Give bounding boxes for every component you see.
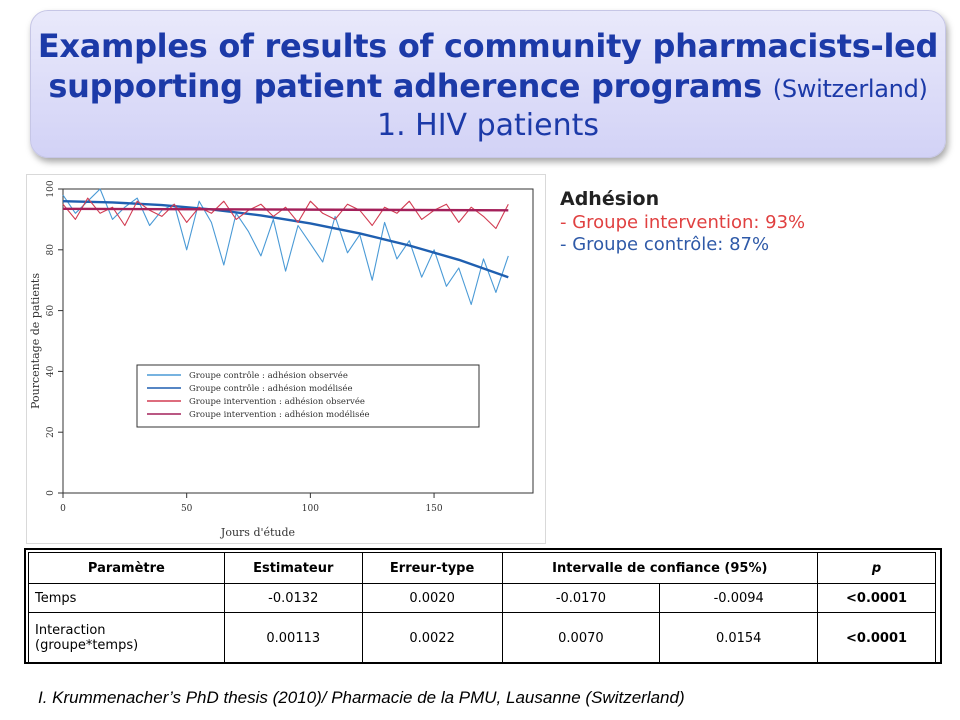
cell-estimateur: -0.0132 xyxy=(223,583,363,613)
y-axis-label: Pourcentage de patients xyxy=(29,273,42,409)
legend-box xyxy=(136,364,480,428)
series-line-1 xyxy=(62,200,509,279)
cell-param-line2: (groupe*temps) xyxy=(35,638,139,653)
y-tick-label: 0 xyxy=(46,490,56,496)
adherence-chart: 0 20 40 60 80 100 0 50 100 150 Jours d'étude Pource… xyxy=(26,174,546,544)
title-line-2-text: supporting patient adherence programs xyxy=(48,67,762,105)
cell-ci-high: 0.0154 xyxy=(659,612,819,664)
legend-label: Groupe intervention : adhésion modélisée xyxy=(189,409,370,420)
legend-label: Groupe contrôle : adhésion observée xyxy=(189,370,348,381)
table-row: Interaction (groupe*temps) 0.00113 0.0022… xyxy=(28,612,936,664)
y-tick-label: 40 xyxy=(46,365,56,377)
cell-ci-low: -0.0170 xyxy=(501,583,661,613)
cell-param: Interaction (groupe*temps) xyxy=(28,612,225,664)
plot-frame xyxy=(62,188,534,494)
header-intervalle: Intervalle de confiance (95%) xyxy=(501,552,819,584)
y-tick-label: 20 xyxy=(46,426,56,438)
subtitle: 1. HIV patients xyxy=(376,108,599,143)
title-line-1: Examples of results of community pharmac… xyxy=(37,27,939,65)
table-header-row: Paramètre Estimateur Erreur-type Interva… xyxy=(28,552,936,584)
cell-erreur: 0.0020 xyxy=(361,583,503,613)
header-parametre: Paramètre xyxy=(28,552,225,584)
cell-ci-low: 0.0070 xyxy=(501,612,661,664)
x-axis-label: Jours d'étude xyxy=(220,526,295,539)
series-line-3 xyxy=(62,207,509,212)
results-table: Paramètre Estimateur Erreur-type Interva… xyxy=(28,552,936,664)
cell-ci-high: -0.0094 xyxy=(659,583,819,613)
summary-intervention: - Groupe intervention: 93% xyxy=(560,212,806,233)
cell-estimateur: 0.00113 xyxy=(223,612,363,664)
summary-control: - Groupe contrôle: 87% xyxy=(560,234,770,255)
y-tick-label: 80 xyxy=(46,244,56,256)
y-tick-label: 60 xyxy=(46,305,56,317)
title-line-2: supporting patient adherence programs (S… xyxy=(31,67,945,105)
header-estimateur: Estimateur xyxy=(223,552,363,584)
results-table-container: Paramètre Estimateur Erreur-type Interva… xyxy=(28,552,936,664)
title-country-note: (Switzerland) xyxy=(772,75,928,103)
cell-param: Temps xyxy=(28,583,225,613)
series-line-0 xyxy=(62,188,509,306)
x-tick-label: 0 xyxy=(60,504,66,514)
x-tick-label: 100 xyxy=(302,504,319,514)
x-tick-label: 150 xyxy=(425,504,442,514)
cell-param-line1: Interaction xyxy=(35,623,106,638)
title-banner: Examples of results of community pharmac… xyxy=(30,10,946,158)
legend-label: Groupe intervention : adhésion observée xyxy=(189,396,365,407)
y-tick-label: 100 xyxy=(46,180,56,197)
table-row: Temps -0.0132 0.0020 -0.0170 -0.0094 <0.… xyxy=(28,583,936,613)
header-erreur-type: Erreur-type xyxy=(361,552,503,584)
source-footer: I. Krummenacher’s PhD thesis (2010)/ Pha… xyxy=(38,688,685,707)
summary-title: Adhésion xyxy=(560,188,660,210)
header-p: p xyxy=(817,552,936,584)
cell-p: <0.0001 xyxy=(817,583,936,613)
x-tick-label: 50 xyxy=(181,504,193,514)
cell-p: <0.0001 xyxy=(817,612,936,664)
legend-label: Groupe contrôle : adhésion modélisée xyxy=(189,383,352,394)
cell-erreur: 0.0022 xyxy=(361,612,503,664)
adherence-chart-svg: 0 20 40 60 80 100 0 50 100 150 Jours d'étude Pource… xyxy=(29,180,534,539)
adherence-summary: Adhésion - Groupe intervention: 93% - Gr… xyxy=(560,188,805,256)
